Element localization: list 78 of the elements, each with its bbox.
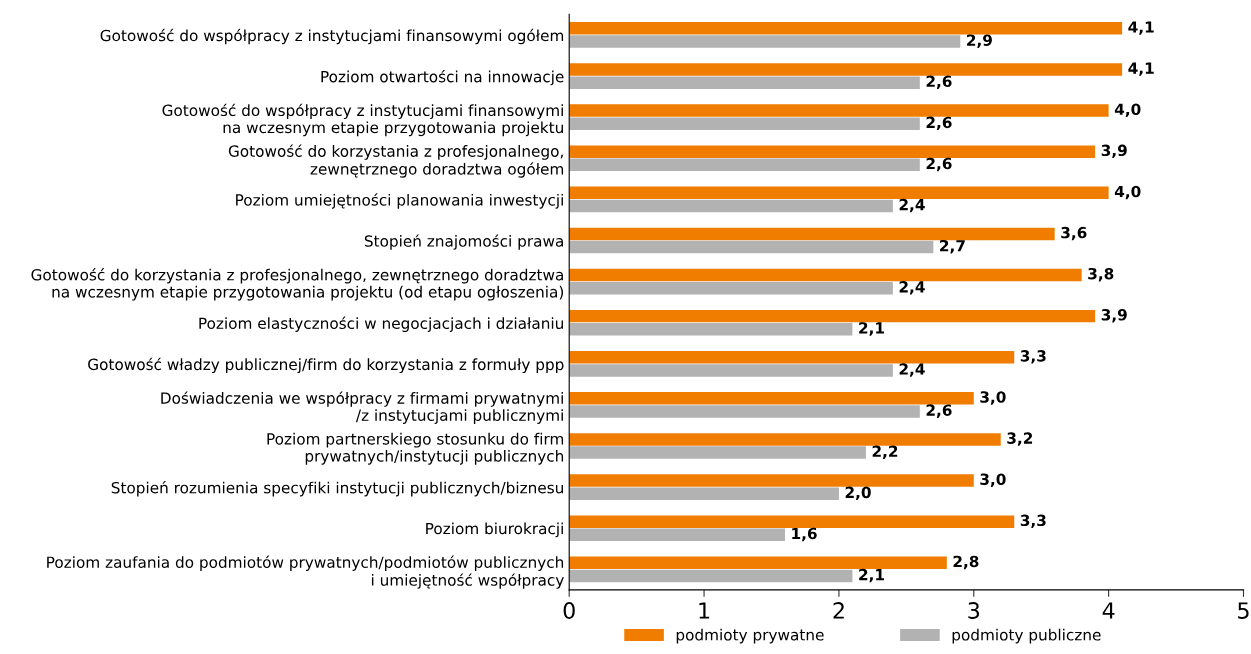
bar [569,474,974,487]
bar [569,281,893,295]
bar [569,433,1001,446]
bar [569,323,853,336]
bar [569,350,1015,364]
data-label: 3,0 [980,473,1006,487]
data-label: 4,0 [1114,103,1141,117]
bar [569,227,1055,241]
bar [569,446,866,459]
y-tick-label: Poziom zaufania do podmiotów prywatnych/podmiotów publicznych i umiejętność współpracy [47,555,564,589]
y-tick-label: Poziom otwartości na innowacje [321,69,564,86]
data-label: 2,4 [899,281,925,295]
data-label: 3,2 [1007,432,1033,446]
y-tick-label: Poziom elastyczności w negocjacjach i działaniu [199,316,563,332]
bar [569,63,1123,76]
y-tick-label: Gotowość do współpracy z instytucjami finansowymi na wczesnym etapie przygotowania projektu [162,103,563,137]
bar [569,199,893,213]
y-tick-label: Gotowość do korzystania z profesjonalnego, zewnętrznego doradztwa na wczesnym etapie przygotowania projektu (od etapu ogłoszenia) [31,268,564,301]
y-tick-label: Stopień rozumienia specyfiki instytucji publicznych/biznesu [111,481,563,497]
data-label: 2,0 [845,486,871,501]
data-label: 4,0 [1114,185,1141,200]
data-label: 2,1 [859,322,884,336]
bar [569,569,853,583]
bar [569,392,974,405]
data-label: 2,4 [899,363,925,377]
bar [569,556,947,570]
data-label: 4,1 [1128,21,1154,35]
legend-label: podmioty prywatne [676,628,824,644]
x-tick-label: 2 [833,602,844,619]
data-label: 2,9 [967,34,992,48]
x-tick-label: 1 [699,602,710,619]
y-tick-label: Poziom biurokracji [426,522,563,538]
bar [569,487,839,500]
data-label: 4,1 [1128,62,1154,76]
data-label: 3,3 [1020,514,1046,529]
y-tick-label: Stopień znajomości prawa [364,234,563,250]
y-tick-label: Gotowość do korzystania z profesjonalnego, zewnętrznego doradztwa ogółem [228,144,564,178]
bar [569,309,1096,323]
data-label: 2,6 [926,75,952,90]
data-label: 2,6 [926,157,952,172]
bar [569,528,785,542]
bar [569,405,920,418]
data-label: 2,1 [859,568,884,583]
bar [569,364,893,377]
bar [569,186,1109,200]
data-label: 1,6 [792,527,817,542]
data-label: 3,6 [1061,226,1087,241]
y-tick-label: Doświadczenia we współpracy z firmami prywatnymi /z instytucjami publicznymi [161,391,563,424]
data-label: 2,2 [872,445,898,459]
bar [569,240,934,254]
x-tick-label: 4 [1102,602,1115,619]
x-tick-label: 3 [968,602,980,619]
data-label: 3,9 [1101,144,1127,159]
legend-label: podmioty publiczne [952,628,1101,644]
bar [569,35,961,48]
y-tick-label: Gotowość władzy publicznej/firm do korzystania z formuły ppp [88,357,564,374]
bar [569,515,1015,528]
bar [569,145,1096,158]
bar [569,104,1109,117]
data-label: 2,7 [940,239,965,254]
data-label: 3,3 [1020,350,1046,364]
x-tick-label: 5 [1238,602,1249,619]
data-label: 2,8 [953,555,979,570]
data-label: 2,6 [926,116,952,131]
bar [569,158,920,172]
bar [569,76,920,89]
data-label: 2,6 [926,404,952,418]
data-label: 2,4 [899,198,925,213]
y-tick-label: Poziom partnerskiego stosunku do firm prywatnych/instytucji publicznych [267,432,564,465]
bar [569,22,1123,35]
bar [569,268,1082,282]
data-label: 3,0 [980,391,1006,405]
y-tick-label: Poziom umiejętności planowania inwestycji [236,193,563,209]
data-label: 3,9 [1101,309,1127,323]
x-tick-label: 0 [563,602,575,619]
bar [569,117,920,130]
y-tick-label: Gotowość do współpracy z instytucjami finansowymi ogółem [100,28,564,45]
data-label: 3,8 [1088,267,1114,282]
